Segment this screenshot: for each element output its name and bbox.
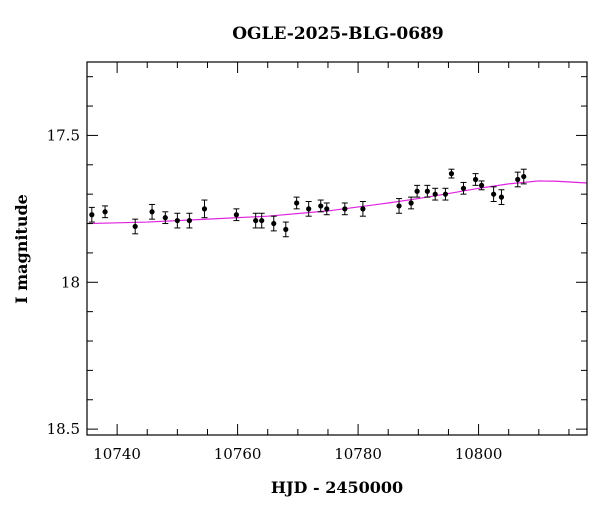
- x-tick-label: 10800: [455, 445, 503, 463]
- data-point: [498, 189, 505, 205]
- point-marker: [424, 188, 430, 194]
- plot-frame: [86, 61, 588, 436]
- data-point: [282, 221, 289, 238]
- point-marker: [324, 206, 330, 212]
- data-point: [305, 201, 312, 217]
- point-marker: [283, 226, 289, 233]
- point-marker: [460, 185, 467, 191]
- point-marker: [491, 191, 497, 197]
- data-point: [520, 168, 527, 185]
- plot-area: [86, 168, 588, 238]
- point-marker: [233, 212, 239, 218]
- point-marker: [271, 220, 277, 227]
- data-point: [323, 202, 330, 216]
- data-point: [149, 203, 156, 220]
- point-marker: [472, 176, 479, 183]
- data-point: [424, 184, 431, 198]
- data-point: [132, 218, 139, 235]
- data-point: [174, 212, 181, 229]
- y-axis-label: I magnitude: [12, 194, 31, 304]
- point-marker: [132, 223, 138, 230]
- axis-tick-labels: 10740 10760 10780 10800 17.5 18 18.5: [47, 126, 503, 463]
- data-point: [317, 199, 324, 213]
- point-marker: [342, 206, 348, 212]
- chart-title: OGLE-2025-BLG-0689: [232, 24, 444, 44]
- point-marker: [414, 188, 420, 194]
- point-marker: [253, 217, 259, 224]
- data-point: [88, 206, 95, 223]
- y-tick-label: 17.5: [47, 126, 80, 144]
- data-point: [102, 205, 109, 219]
- data-point: [408, 196, 415, 210]
- axis-ticks: [87, 62, 587, 435]
- data-point: [201, 199, 208, 219]
- x-tick-label: 10740: [93, 445, 141, 463]
- data-point: [478, 180, 485, 191]
- point-marker: [478, 182, 485, 188]
- data-point: [514, 171, 521, 188]
- data-point: [162, 211, 169, 225]
- data-point: [293, 196, 300, 210]
- point-marker: [174, 217, 180, 224]
- point-marker: [498, 194, 505, 200]
- y-tick-label: 18: [61, 273, 80, 291]
- point-marker: [521, 173, 527, 180]
- data-point: [414, 184, 421, 198]
- data-point: [258, 212, 265, 229]
- point-marker: [432, 191, 438, 197]
- data-point: [233, 208, 240, 222]
- data-point: [396, 198, 403, 214]
- point-marker: [408, 200, 414, 206]
- x-tick-label: 10760: [214, 445, 262, 463]
- point-marker: [396, 203, 402, 209]
- data-point: [472, 173, 479, 186]
- data-point: [448, 168, 455, 179]
- data-point: [442, 187, 449, 201]
- point-marker: [318, 203, 324, 209]
- data-point: [432, 187, 439, 201]
- x-axis-label: HJD - 2450000: [271, 478, 403, 497]
- point-marker: [186, 217, 193, 224]
- x-tick-label: 10780: [334, 445, 382, 463]
- point-marker: [259, 217, 265, 224]
- data-point: [270, 215, 277, 232]
- model-curve: [86, 180, 588, 225]
- point-marker: [294, 200, 300, 206]
- data-point: [252, 212, 259, 229]
- data-point: [460, 181, 467, 195]
- point-marker: [102, 209, 108, 215]
- data-point: [359, 201, 366, 217]
- point-marker: [89, 212, 95, 218]
- point-marker: [360, 206, 366, 212]
- point-marker: [149, 209, 155, 215]
- data-point: [490, 186, 497, 203]
- point-marker: [162, 215, 168, 221]
- data-point: [341, 202, 348, 216]
- point-marker: [306, 206, 312, 212]
- data-point: [186, 212, 193, 229]
- point-marker: [515, 176, 521, 183]
- y-tick-label: 18.5: [47, 420, 80, 438]
- point-marker: [442, 191, 449, 197]
- point-marker: [201, 206, 208, 212]
- point-marker: [448, 171, 455, 177]
